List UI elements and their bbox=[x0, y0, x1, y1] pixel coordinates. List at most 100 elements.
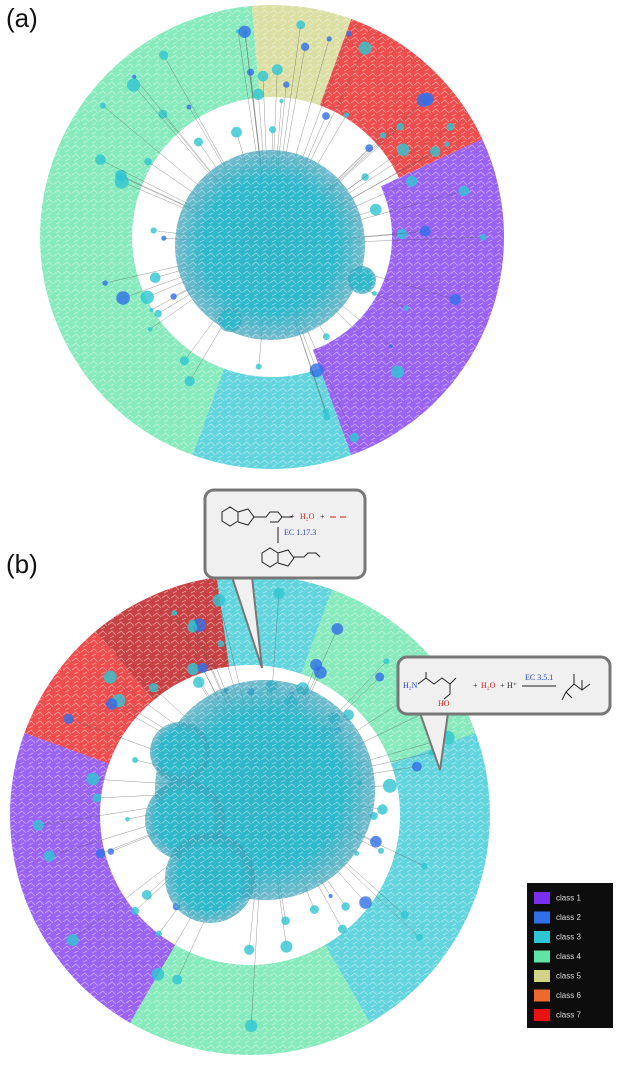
network-hub bbox=[105, 698, 118, 710]
network-hub bbox=[375, 672, 385, 682]
network-hub bbox=[377, 804, 388, 815]
network-texture bbox=[325, 732, 490, 1023]
atom-label: H₂N bbox=[403, 681, 418, 690]
network-hub bbox=[370, 203, 382, 216]
molecule bbox=[261, 547, 321, 568]
network-hub bbox=[170, 293, 177, 300]
network-texture bbox=[192, 368, 352, 469]
network-hub bbox=[390, 365, 404, 379]
network-hub bbox=[255, 363, 262, 370]
reagent: H₂O bbox=[300, 512, 315, 521]
network-hub bbox=[127, 78, 141, 92]
network-hub bbox=[370, 835, 382, 848]
panel-label: (a) bbox=[6, 3, 38, 33]
legend-label: class 3 bbox=[556, 933, 581, 942]
network-hub bbox=[396, 228, 408, 240]
molecule bbox=[417, 672, 457, 700]
network-hub bbox=[114, 174, 129, 189]
network-hub bbox=[310, 905, 319, 914]
network-hub bbox=[458, 185, 470, 197]
network-hub bbox=[92, 793, 102, 803]
network-hub bbox=[212, 594, 226, 607]
network-cluster-texture bbox=[348, 266, 376, 294]
network-hub bbox=[343, 112, 350, 118]
network-hub bbox=[271, 64, 283, 76]
network-hub bbox=[63, 713, 74, 724]
network-hub bbox=[238, 25, 251, 38]
network-hub bbox=[416, 93, 431, 108]
network-hub bbox=[95, 848, 106, 859]
network-hub bbox=[388, 344, 393, 349]
network-hub bbox=[86, 772, 100, 786]
legend-swatch bbox=[534, 892, 550, 904]
network-hub bbox=[341, 902, 350, 911]
network-hub bbox=[194, 137, 203, 147]
legend-label: class 2 bbox=[556, 913, 581, 922]
enzyme-label: EC 1.17.3 bbox=[284, 528, 316, 537]
network-hub bbox=[283, 81, 290, 88]
network-hub bbox=[378, 847, 384, 854]
network-hub bbox=[280, 940, 293, 953]
network-hub bbox=[32, 819, 44, 831]
network-hub bbox=[446, 122, 455, 131]
network-hub bbox=[281, 916, 290, 925]
enzyme-label: EC 3.5.1 bbox=[525, 673, 553, 682]
network-hub bbox=[326, 36, 332, 42]
network-hub bbox=[252, 88, 264, 100]
network-hub bbox=[171, 610, 178, 616]
network-hub bbox=[148, 683, 159, 693]
network-hub bbox=[125, 817, 130, 822]
network-hub bbox=[140, 290, 154, 304]
network-hub bbox=[43, 850, 55, 862]
atom-label: HO bbox=[438, 699, 450, 708]
network-hub bbox=[154, 309, 162, 318]
legend-label: class 6 bbox=[556, 991, 581, 1000]
legend-label: class 5 bbox=[556, 972, 581, 981]
network-hub bbox=[382, 778, 397, 793]
network-hub bbox=[66, 934, 79, 946]
network-hub bbox=[149, 272, 161, 284]
network-hub bbox=[346, 30, 352, 37]
network-hub bbox=[322, 408, 330, 415]
legend-swatch bbox=[534, 931, 550, 943]
network-hub bbox=[257, 70, 269, 82]
plus: + bbox=[290, 512, 295, 521]
callout: H₂O + + EC 1.17.3 bbox=[203, 488, 367, 669]
network-texture bbox=[18, 853, 176, 1023]
network-hub bbox=[184, 376, 195, 387]
callout-pointer bbox=[231, 576, 263, 669]
network-hub bbox=[322, 112, 330, 120]
network-hub bbox=[95, 154, 106, 165]
callout-box bbox=[203, 488, 367, 580]
network-b bbox=[10, 574, 490, 1055]
network-hub bbox=[310, 658, 323, 671]
molecule bbox=[561, 674, 591, 701]
network-hub bbox=[151, 967, 165, 981]
network-hub bbox=[131, 906, 140, 915]
network-hub bbox=[365, 144, 374, 153]
network-hub bbox=[406, 175, 418, 187]
network-hub bbox=[444, 141, 450, 147]
network-hub bbox=[331, 623, 344, 635]
network-hub bbox=[149, 307, 154, 312]
callout-pointer bbox=[419, 712, 449, 771]
network-texture bbox=[71, 307, 225, 455]
network-hub bbox=[383, 658, 390, 665]
callout: H₂N HO + H₂O + H⁺ EC 3.5.1 bbox=[396, 655, 612, 771]
network-hub bbox=[244, 944, 255, 955]
network-hub bbox=[449, 294, 461, 305]
network-hub bbox=[372, 291, 377, 296]
network-hub bbox=[396, 122, 405, 131]
legend-label: class 1 bbox=[556, 894, 581, 903]
network-hub bbox=[415, 933, 423, 941]
network-hub bbox=[296, 20, 306, 30]
network-hub bbox=[300, 42, 310, 51]
legend-label: class 4 bbox=[556, 952, 581, 961]
network-hub bbox=[197, 662, 208, 674]
network-hub bbox=[400, 911, 409, 919]
network-texture bbox=[10, 732, 109, 878]
plus: + bbox=[320, 512, 325, 521]
network-hub bbox=[245, 1019, 258, 1032]
network-cluster-texture bbox=[175, 150, 365, 340]
